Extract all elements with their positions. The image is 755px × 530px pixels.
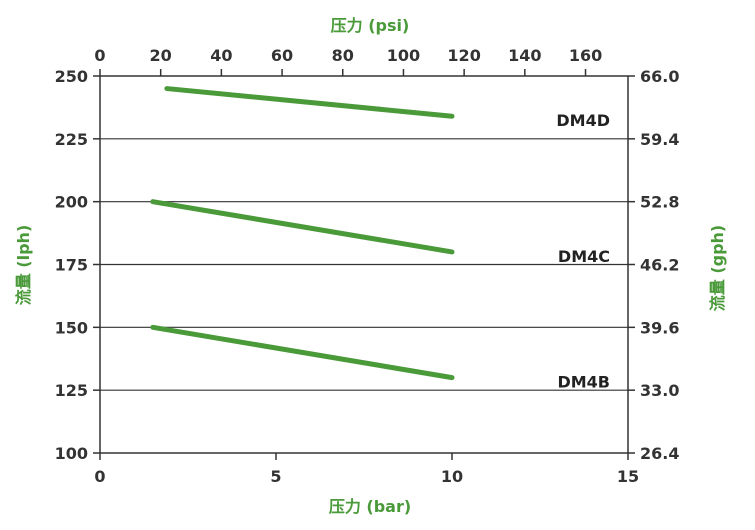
- x2-tick-label-20: 20: [150, 46, 172, 65]
- y2-tick-label-33.0: 33.0: [640, 381, 679, 400]
- y2-tick-label-52.8: 52.8: [640, 193, 679, 212]
- x2-tick-label-40: 40: [210, 46, 232, 65]
- series-label-dm4d: DM4D: [556, 111, 610, 130]
- x-tick-label-15: 15: [617, 467, 639, 486]
- series-line-dm4b: [150, 324, 455, 381]
- y2-tick-label-66.0: 66.0: [640, 67, 679, 86]
- x-tick-label-0: 0: [94, 467, 105, 486]
- axis-layer: 10012515017520022525026.433.039.646.252.…: [55, 46, 680, 486]
- x-axis-title: 压力 (bar): [329, 497, 411, 516]
- y2-tick-label-26.4: 26.4: [640, 444, 679, 463]
- series-layer: DM4D DM4C DM4B: [150, 86, 610, 392]
- y-tick-label-200: 200: [55, 193, 88, 212]
- y-tick-label-125: 125: [55, 381, 88, 400]
- y-tick-label-175: 175: [55, 256, 88, 275]
- series-label-dm4b: DM4B: [557, 373, 610, 392]
- y-axis-title: 流量 (lph): [14, 225, 33, 306]
- y2-axis-title: 流量 (gph): [708, 225, 727, 312]
- x2-tick-label-140: 140: [508, 46, 541, 65]
- x-tick-label-10: 10: [441, 467, 463, 486]
- x-tick-label-5: 5: [270, 467, 281, 486]
- x2-tick-label-120: 120: [447, 46, 480, 65]
- y-tick-label-250: 250: [55, 67, 88, 86]
- y2-tick-label-39.6: 39.6: [640, 318, 679, 337]
- series-line-dm4c: [150, 199, 455, 255]
- series-line-dm4d: [164, 86, 455, 119]
- y-tick-label-150: 150: [55, 318, 88, 337]
- x2-tick-label-100: 100: [387, 46, 420, 65]
- x2-tick-label-0: 0: [94, 46, 105, 65]
- label-layer: 压力 (bar) 压力 (psi) 流量 (lph) 流量 (gph): [14, 16, 727, 516]
- y-tick-label-100: 100: [55, 444, 88, 463]
- y2-tick-label-46.2: 46.2: [640, 256, 679, 275]
- x2-tick-label-60: 60: [271, 46, 293, 65]
- x2-tick-label-80: 80: [332, 46, 354, 65]
- y2-tick-label-59.4: 59.4: [640, 130, 679, 149]
- x2-tick-label-160: 160: [569, 46, 602, 65]
- y-tick-label-225: 225: [55, 130, 88, 149]
- x2-axis-title: 压力 (psi): [331, 16, 410, 35]
- series-label-dm4c: DM4C: [558, 247, 610, 266]
- grid-layer: [100, 138, 628, 391]
